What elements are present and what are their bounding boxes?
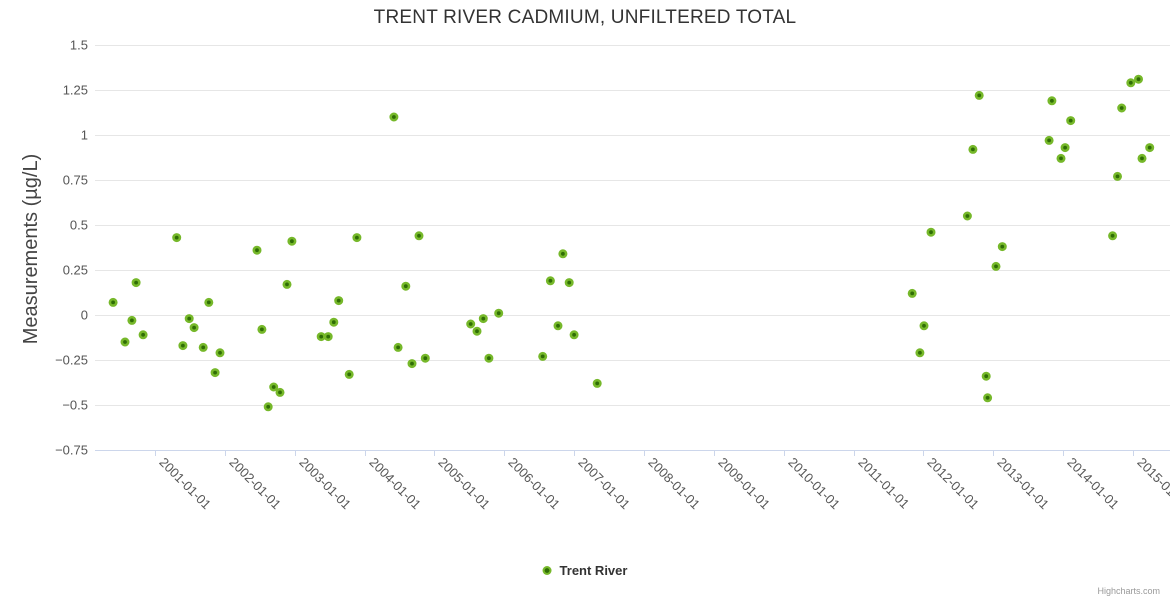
- data-point[interactable]: [915, 348, 925, 358]
- y-tick-label: 0.25: [63, 263, 88, 278]
- x-tick-label: 2013-01-01: [994, 455, 1052, 513]
- data-point[interactable]: [494, 308, 504, 318]
- data-point[interactable]: [926, 227, 936, 237]
- x-tick-label: 2004-01-01: [366, 455, 424, 513]
- data-point[interactable]: [189, 323, 199, 333]
- data-point[interactable]: [997, 242, 1007, 252]
- x-tick-label: 2014-01-01: [1064, 455, 1122, 513]
- y-tick-label: −0.25: [55, 353, 88, 368]
- data-point[interactable]: [127, 315, 137, 325]
- data-point[interactable]: [120, 337, 130, 347]
- data-point[interactable]: [344, 369, 354, 379]
- data-point[interactable]: [558, 249, 568, 259]
- data-point[interactable]: [252, 245, 262, 255]
- data-point[interactable]: [131, 278, 141, 288]
- data-point[interactable]: [545, 276, 555, 286]
- data-point[interactable]: [569, 330, 579, 340]
- data-point[interactable]: [414, 231, 424, 241]
- y-tick-label: −0.5: [62, 398, 88, 413]
- x-tick-label: 2008-01-01: [645, 455, 703, 513]
- data-point[interactable]: [263, 402, 273, 412]
- legend-marker-icon: [542, 566, 552, 575]
- data-point[interactable]: [401, 281, 411, 291]
- x-tick-label: 2010-01-01: [785, 455, 843, 513]
- data-point[interactable]: [215, 348, 225, 358]
- data-point[interactable]: [1117, 103, 1127, 113]
- data-point[interactable]: [138, 330, 148, 340]
- data-point[interactable]: [907, 288, 917, 298]
- data-point[interactable]: [178, 341, 188, 351]
- data-point[interactable]: [269, 382, 279, 392]
- data-point[interactable]: [184, 314, 194, 324]
- data-point[interactable]: [991, 261, 1001, 271]
- data-point[interactable]: [553, 321, 563, 331]
- data-point[interactable]: [919, 321, 929, 331]
- y-tick-label: 1.25: [63, 83, 88, 98]
- data-point[interactable]: [1113, 171, 1123, 181]
- x-tick-label: 2009-01-01: [715, 455, 773, 513]
- data-point[interactable]: [323, 332, 333, 342]
- data-point[interactable]: [316, 332, 326, 342]
- data-point[interactable]: [538, 351, 548, 361]
- data-point[interactable]: [478, 314, 488, 324]
- x-tick-label: 2011-01-01: [855, 455, 912, 512]
- data-point[interactable]: [275, 387, 285, 397]
- data-point[interactable]: [983, 393, 993, 403]
- data-point[interactable]: [287, 236, 297, 246]
- y-tick-label: 0.5: [70, 218, 88, 233]
- x-tick-label: 2006-01-01: [505, 455, 563, 513]
- chart-title: TRENT RIVER CADMIUM, UNFILTERED TOTAL: [373, 7, 797, 28]
- data-point[interactable]: [329, 317, 339, 327]
- legend-label: Trent River: [559, 563, 628, 578]
- x-tick-label: 2005-01-01: [435, 455, 493, 513]
- data-point[interactable]: [484, 353, 494, 363]
- highcharts-credit[interactable]: Highcharts.com: [1097, 586, 1160, 596]
- data-point[interactable]: [1108, 231, 1118, 241]
- y-tick-label: 1.5: [70, 38, 88, 53]
- data-point[interactable]: [407, 359, 417, 369]
- data-point[interactable]: [592, 378, 602, 388]
- x-tick-label: 2007-01-01: [575, 455, 633, 513]
- data-point[interactable]: [420, 353, 430, 363]
- data-point[interactable]: [204, 297, 214, 307]
- x-tick-label: 2001-01-01: [156, 455, 214, 513]
- data-point[interactable]: [198, 342, 208, 352]
- data-point[interactable]: [257, 324, 267, 334]
- data-point[interactable]: [974, 90, 984, 100]
- data-point[interactable]: [1044, 135, 1054, 145]
- y-tick-label: 0: [81, 308, 88, 323]
- data-point[interactable]: [1066, 116, 1076, 126]
- data-point[interactable]: [981, 371, 991, 381]
- data-point[interactable]: [172, 233, 182, 243]
- data-point[interactable]: [466, 319, 476, 329]
- data-point[interactable]: [389, 112, 399, 122]
- data-point[interactable]: [1145, 143, 1155, 153]
- data-point[interactable]: [472, 326, 482, 336]
- data-point[interactable]: [210, 368, 220, 378]
- data-point[interactable]: [352, 233, 362, 243]
- data-point[interactable]: [1137, 153, 1147, 163]
- data-point[interactable]: [282, 279, 292, 289]
- data-point[interactable]: [1134, 74, 1144, 84]
- data-point[interactable]: [1126, 78, 1136, 88]
- data-point[interactable]: [334, 296, 344, 306]
- y-tick-label: −0.75: [55, 443, 88, 458]
- data-point[interactable]: [1060, 143, 1070, 153]
- y-tick-label: 0.75: [63, 173, 88, 188]
- y-tick-label: 1: [81, 128, 88, 143]
- x-tick-label: 2002-01-01: [226, 455, 284, 513]
- data-point[interactable]: [108, 297, 118, 307]
- data-point[interactable]: [962, 211, 972, 221]
- data-point[interactable]: [564, 278, 574, 288]
- data-point[interactable]: [968, 144, 978, 154]
- x-tick-label: 2015-01-01: [1134, 455, 1170, 513]
- x-tick-label: 2003-01-01: [296, 455, 354, 513]
- data-point[interactable]: [1056, 153, 1066, 163]
- x-tick-label: 2012-01-01: [924, 455, 982, 513]
- legend-item-trent-river[interactable]: Trent River: [542, 563, 628, 578]
- data-point[interactable]: [1047, 96, 1057, 106]
- data-point[interactable]: [393, 342, 403, 352]
